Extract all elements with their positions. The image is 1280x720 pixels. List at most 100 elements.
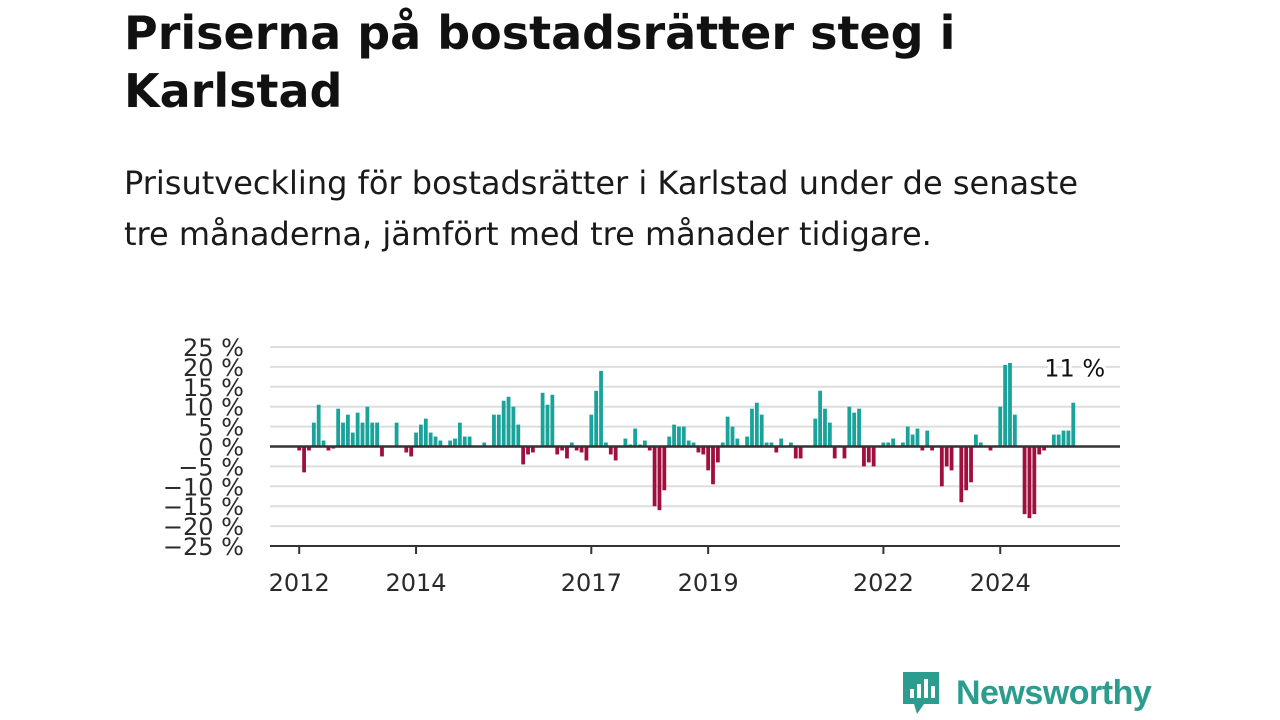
bar	[574, 446, 579, 451]
bar	[745, 436, 749, 447]
bar	[920, 446, 925, 451]
bar	[633, 428, 638, 447]
bar	[711, 446, 715, 485]
bar	[988, 446, 993, 451]
tick-labels: 25 %20 %15 %10 %5 %0 %−5 %−10 %−15 %−20 …	[163, 334, 1108, 597]
bar	[930, 446, 934, 451]
bar	[1027, 446, 1032, 519]
bar	[316, 404, 321, 447]
bar	[647, 446, 652, 451]
bar	[754, 402, 759, 447]
bar	[545, 404, 550, 447]
bar	[492, 414, 496, 447]
bar	[530, 446, 535, 453]
bar	[706, 446, 711, 471]
y-tick-label: 10 %	[183, 394, 244, 422]
y-tick-label: 25 %	[183, 334, 244, 362]
bar	[453, 438, 457, 447]
brand: Newsworthy	[900, 670, 1152, 716]
bar	[720, 442, 725, 447]
bar	[905, 426, 910, 447]
bar	[852, 412, 857, 447]
bar	[774, 446, 779, 453]
y-tick-label: 15 %	[183, 374, 244, 402]
bar	[438, 440, 443, 447]
bar	[915, 428, 920, 447]
bar	[871, 446, 876, 467]
bar	[613, 446, 618, 461]
y-tick-label: −10 %	[163, 473, 244, 501]
y-tick-label: −15 %	[163, 493, 244, 521]
bar	[823, 408, 827, 447]
bar	[404, 446, 409, 453]
bar	[672, 424, 676, 447]
x-tick-label: 2012	[269, 569, 330, 597]
bar	[881, 442, 886, 447]
bar	[345, 414, 350, 447]
bar	[506, 396, 511, 447]
bar	[842, 446, 847, 459]
bar	[1022, 446, 1027, 515]
x-tick-label: 2019	[678, 569, 739, 597]
bar	[657, 446, 662, 511]
bar	[599, 370, 603, 447]
y-tick-label: −25 %	[163, 533, 244, 561]
bar	[457, 422, 462, 447]
bar	[604, 442, 608, 447]
bar	[900, 442, 905, 447]
bar	[501, 400, 506, 447]
x-tick-label: 2024	[970, 569, 1031, 597]
bar	[891, 438, 896, 447]
bar	[944, 446, 949, 467]
bar	[642, 440, 647, 447]
bar	[394, 422, 399, 447]
bar	[569, 442, 574, 447]
bar	[1037, 446, 1042, 455]
bar	[964, 446, 969, 491]
bar	[370, 422, 375, 447]
bar	[1071, 402, 1076, 447]
bar	[560, 446, 564, 451]
bar	[949, 446, 954, 471]
bar	[555, 446, 560, 455]
bar	[832, 446, 837, 459]
bar	[414, 432, 418, 447]
x-tick-label: 2017	[561, 569, 622, 597]
bar	[1032, 446, 1037, 515]
bar	[311, 422, 316, 447]
y-tick-label: −5 %	[178, 453, 244, 481]
bar	[662, 446, 667, 491]
bar	[652, 446, 657, 507]
bar	[297, 446, 302, 451]
bar	[759, 414, 764, 447]
bar	[1056, 434, 1061, 447]
x-tick-label: 2022	[853, 569, 914, 597]
bar	[409, 446, 414, 457]
y-tick-label: −20 %	[163, 513, 244, 541]
bar	[769, 442, 774, 447]
x-tick-label: 2014	[386, 569, 447, 597]
bar	[326, 446, 331, 451]
bar	[793, 446, 798, 459]
bar	[608, 446, 613, 455]
bar	[681, 426, 686, 447]
bar	[667, 436, 672, 447]
bar	[550, 394, 555, 447]
bar	[701, 446, 706, 455]
bar	[419, 424, 423, 447]
bar	[813, 418, 818, 447]
bar	[516, 424, 521, 447]
bar	[341, 422, 345, 447]
bar	[1008, 362, 1012, 447]
chart-subtitle: Prisutveckling för bostadsrätter i Karls…	[124, 164, 1078, 253]
bar	[448, 440, 453, 447]
bar	[857, 408, 861, 447]
bar	[565, 446, 569, 459]
bar	[798, 446, 803, 459]
bar	[730, 426, 735, 447]
bar	[423, 418, 428, 447]
y-tick-label: 0 %	[198, 434, 244, 462]
bar	[1003, 364, 1008, 447]
bar	[1051, 434, 1056, 447]
bar	[862, 446, 866, 467]
